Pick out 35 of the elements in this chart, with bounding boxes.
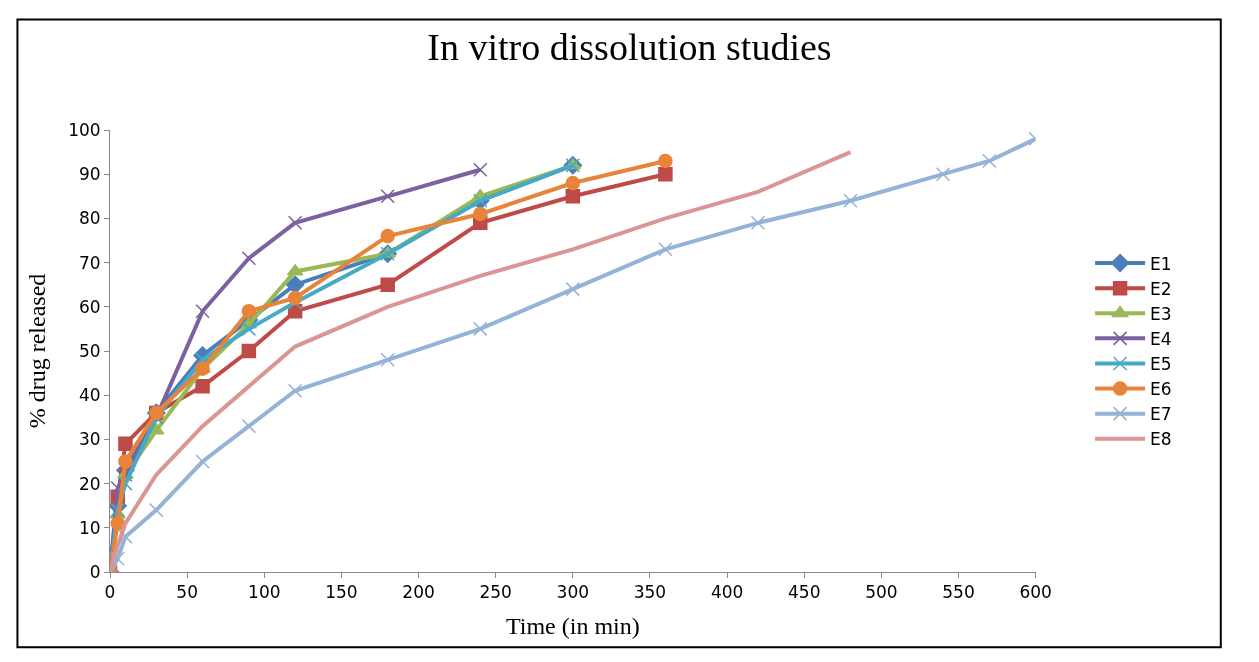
x-tick-label: 350 xyxy=(633,582,667,603)
legend-label: E7 xyxy=(1150,404,1172,425)
legend-label: E3 xyxy=(1150,303,1172,324)
legend-label: E2 xyxy=(1150,278,1172,299)
chart-title: In vitro dissolution studies xyxy=(427,25,832,68)
x-tick-label: 0 xyxy=(104,582,116,603)
legend-label: E6 xyxy=(1150,379,1172,400)
y-tick-label: 100 xyxy=(68,119,101,140)
y-axis-title: % drug released xyxy=(24,273,51,429)
y-tick-label: 20 xyxy=(78,473,101,494)
y-tick-label: 70 xyxy=(78,252,101,273)
x-tick-label: 450 xyxy=(788,582,821,603)
y-tick-label: 50 xyxy=(78,340,101,361)
legend-label: E4 xyxy=(1150,328,1172,349)
x-tick-label: 600 xyxy=(1019,582,1052,603)
x-tick-label: 300 xyxy=(556,582,590,603)
legend-label: E1 xyxy=(1150,253,1172,274)
x-tick-label: 400 xyxy=(710,582,744,603)
x-tick-label: 250 xyxy=(479,582,512,603)
x-tick-label: 200 xyxy=(402,582,435,603)
x-tick-label: 100 xyxy=(248,582,281,603)
y-tick-label: 10 xyxy=(78,517,101,538)
y-tick-label: 30 xyxy=(78,429,101,450)
x-tick-label: 150 xyxy=(325,582,358,603)
y-tick-label: 40 xyxy=(78,385,101,406)
x-axis-title: Time (in min) xyxy=(505,612,640,639)
x-tick-label: 550 xyxy=(942,582,975,603)
x-tick-label: 500 xyxy=(865,582,898,603)
x-tick-label: 50 xyxy=(176,582,198,603)
y-tick-label: 0 xyxy=(89,561,101,582)
y-tick-label: 80 xyxy=(78,208,101,229)
y-tick-label: 90 xyxy=(78,164,101,185)
legend-label: E8 xyxy=(1150,429,1172,450)
y-tick-label: 60 xyxy=(78,296,101,317)
legend-label: E5 xyxy=(1150,354,1172,375)
